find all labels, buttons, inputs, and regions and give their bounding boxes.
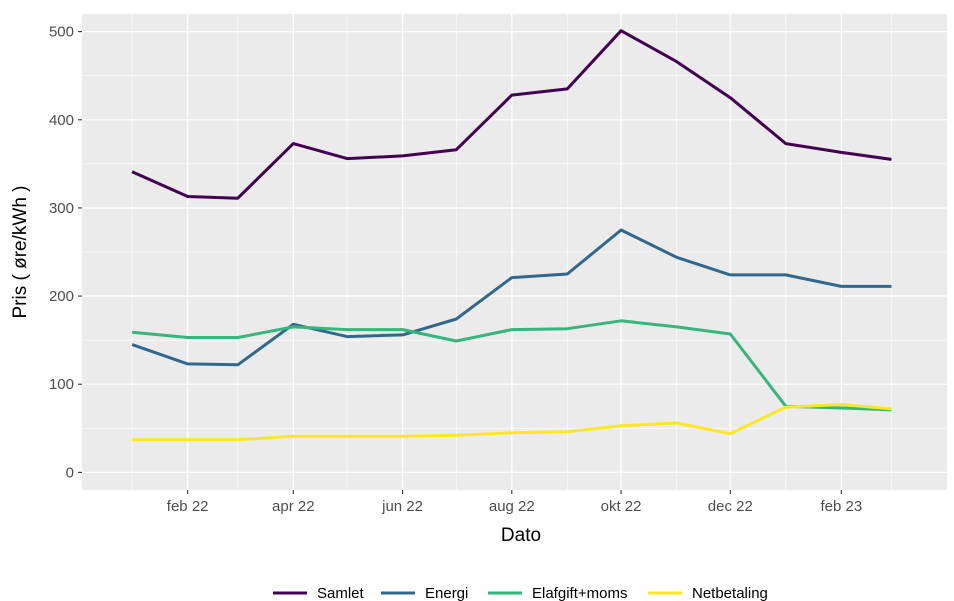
x-tick-label: apr 22 [272,498,315,515]
x-tick-label: okt 22 [601,498,642,515]
x-tick-label: aug 22 [489,498,535,515]
legend-label: Energi [425,585,468,601]
x-tick-label: feb 22 [167,498,209,515]
y-tick-label: 300 [49,200,74,217]
series-line-samlet [131,29,892,200]
y-tick-label: 500 [49,24,74,41]
minor-gridlines [82,14,947,490]
series-line-elafgift-moms [131,319,892,412]
major-gridlines [82,14,947,490]
legend-label: Samlet [317,585,365,601]
y-tick-label: 0 [66,464,74,481]
legend-label: Netbetaling [692,585,768,601]
legend-label: Elafgift+moms [532,585,627,601]
y-tick-label: 400 [49,112,74,129]
y-tick-label: 100 [49,376,74,393]
x-axis: feb 22 apr 22 jun 22 aug 22 okt 22 dec 22 feb … [167,490,862,515]
series-lines [131,29,892,442]
x-tick-label: jun 22 [381,498,423,515]
y-axis: 0 100 200 300 400 500 [49,24,82,481]
x-axis-title: Dato [501,525,541,546]
legend: Samlet Energi Elafgift+moms Netbetaling [273,585,768,601]
y-axis-title: Pris ( øre/kWh ) [10,186,31,319]
x-tick-label: dec 22 [708,498,753,515]
series-line-energi [131,228,892,367]
x-tick-label: feb 23 [820,498,862,515]
series-line-netbetaling [132,403,892,442]
y-tick-label: 200 [49,288,74,305]
